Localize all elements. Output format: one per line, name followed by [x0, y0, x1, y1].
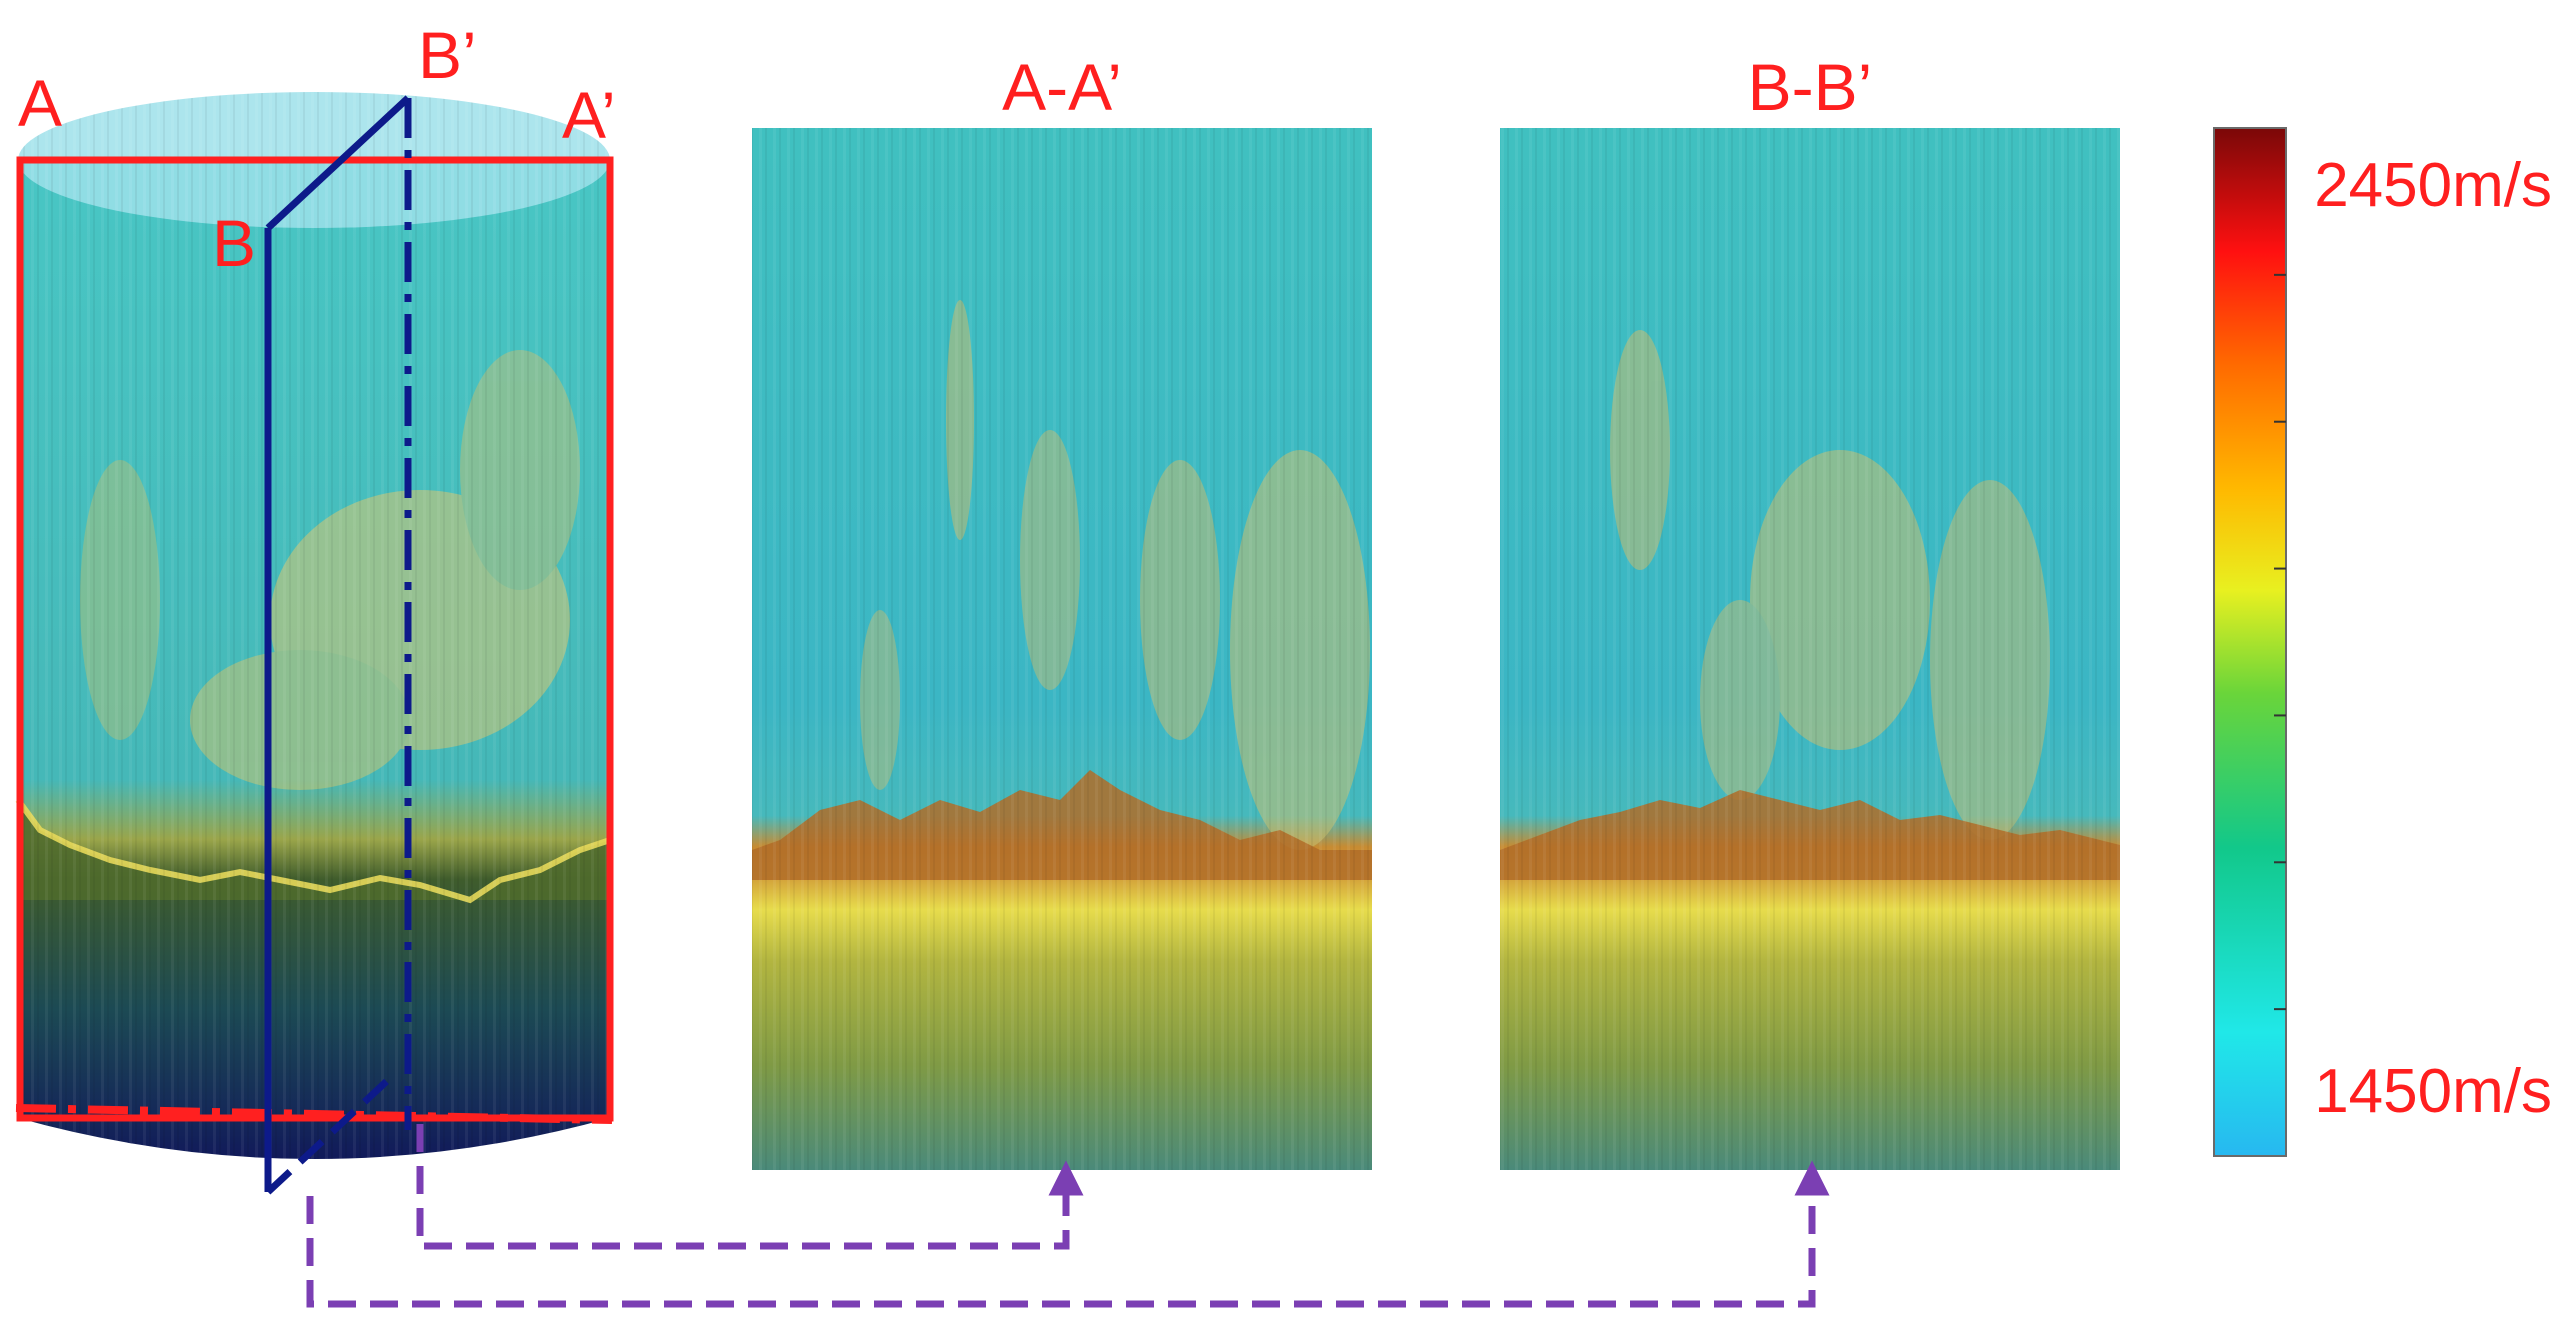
label-b: B	[212, 206, 256, 280]
colorbar-ticks	[2274, 273, 2286, 1011]
cylinder-model: A A’ B B’	[15, 18, 616, 1195]
label-a-prime: A’	[562, 78, 616, 152]
arrow-aa	[416, 1124, 1084, 1250]
panel-aa: A-A’	[752, 50, 1372, 1170]
colorbar-max-label: 2450m/s	[2314, 151, 2552, 220]
panel-bb: B-B’	[1500, 50, 2120, 1170]
label-a: A	[18, 66, 62, 140]
panel-aa-title: A-A’	[1002, 50, 1122, 124]
connector-arrows	[306, 1124, 1830, 1308]
label-b-prime: B’	[418, 18, 477, 92]
panel-bb-title: B-B’	[1748, 50, 1873, 124]
colorbar-min-label: 1450m/s	[2314, 1057, 2552, 1126]
colorbar-ramp	[2213, 127, 2287, 1157]
colorbar: 2450m/s 1450m/s	[2213, 127, 2552, 1157]
section-aa-bottom-dashed	[15, 1104, 613, 1124]
section-bb-outline	[264, 95, 412, 1195]
arrow-bb	[306, 1160, 1830, 1308]
